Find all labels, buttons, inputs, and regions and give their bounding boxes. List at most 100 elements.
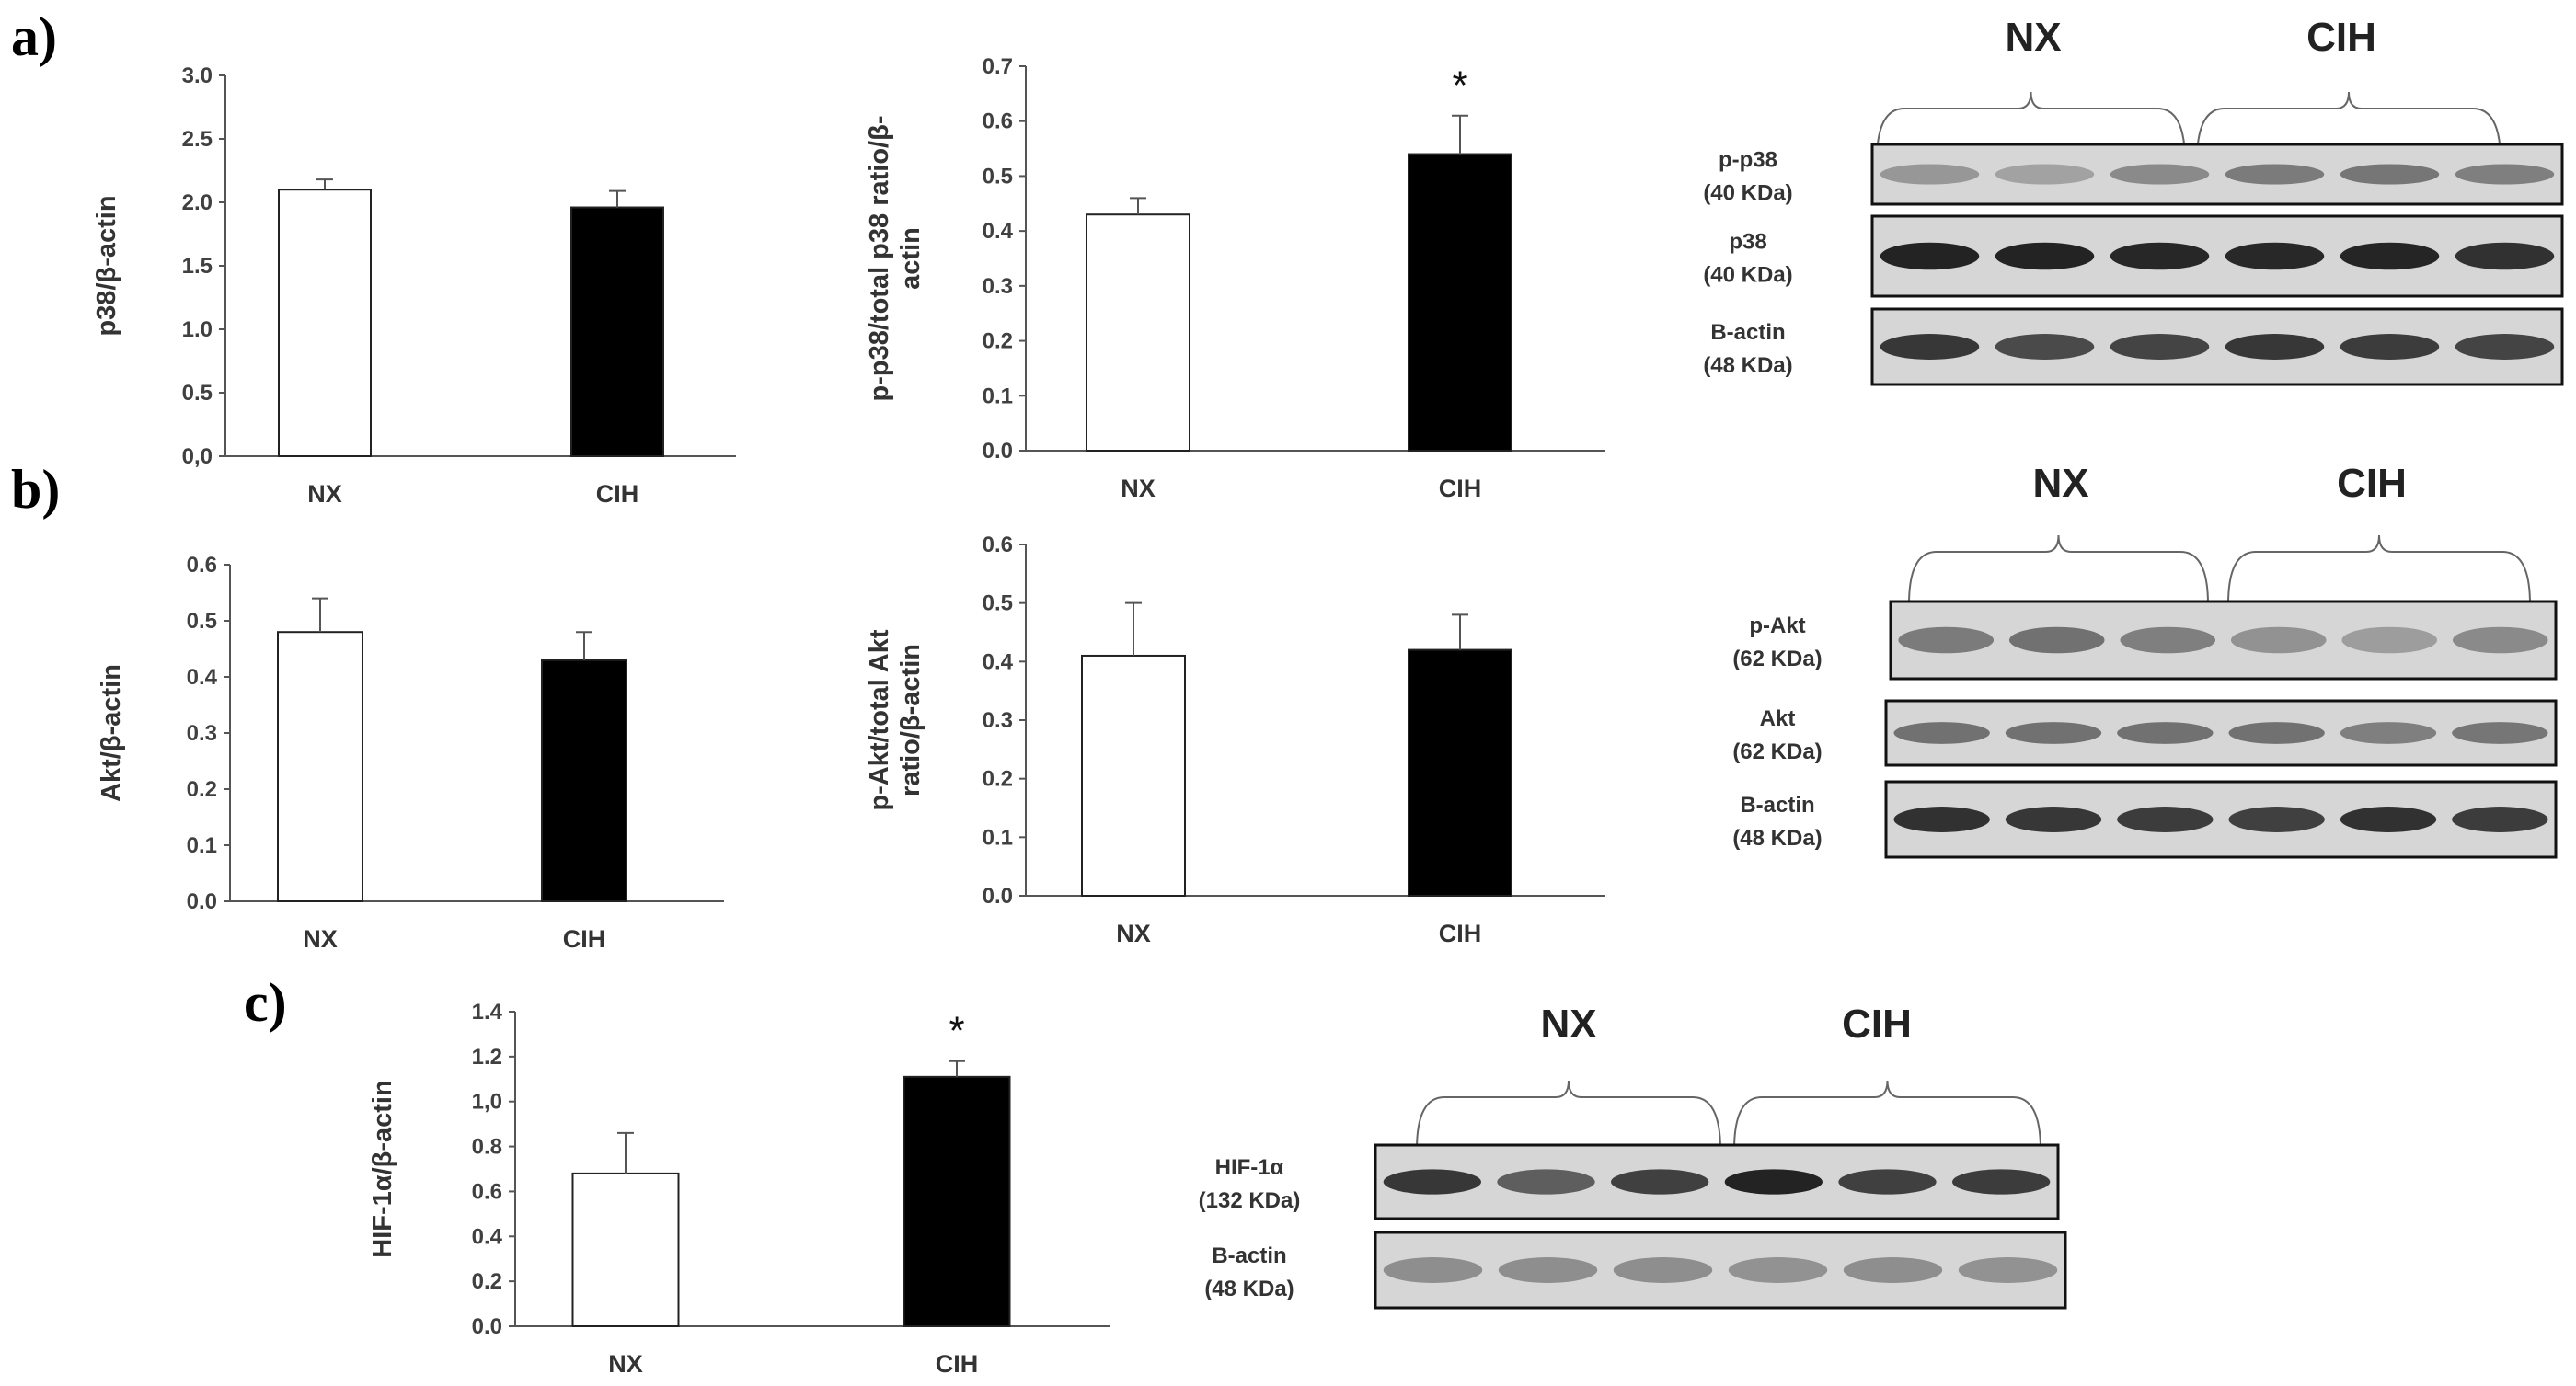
blot-band: [2340, 242, 2440, 270]
y-tick-label: 1.4: [472, 1000, 503, 1025]
category-label: CIH: [1439, 475, 1482, 502]
y-axis-label-line: ratio/β-actin: [896, 644, 926, 796]
blot-band: [2228, 722, 2325, 744]
category-label: NX: [307, 480, 342, 508]
blot-band: [1958, 1257, 2058, 1283]
blot-band: [2008, 626, 2105, 654]
blot-band: [1383, 1257, 1483, 1283]
blot-band: [2225, 242, 2325, 270]
blot-weight-label: (132 KDa): [1199, 1188, 1301, 1213]
blot-group-label: NX: [2032, 461, 2088, 506]
category-label: CIH: [596, 480, 639, 508]
y-tick-label: 0.0: [187, 889, 217, 914]
y-tick-label: 0.2: [983, 329, 1013, 354]
blot-band: [1880, 334, 1980, 360]
y-tick-label: 0.6: [472, 1179, 502, 1204]
blot-group-label: CIH: [2306, 15, 2376, 60]
y-tick-label: 0.2: [187, 777, 217, 802]
y-tick-label: 0,0: [182, 444, 213, 469]
group-brace: [1876, 91, 2186, 162]
blot-band: [2341, 626, 2438, 654]
group-brace: [1908, 534, 2209, 605]
significance-marker: *: [1452, 63, 1467, 109]
bar-chart-1: 0,0 0.5 1.0 1.5 2.0 2.5 3.0 NX CIH p38/β-actin: [92, 63, 736, 508]
blot-weight-label: (62 KDa): [1732, 739, 1822, 764]
blot-band: [1613, 1257, 1713, 1283]
y-axis-label: Akt/β-actin: [97, 664, 126, 802]
y-tick-label: 0.1: [187, 833, 217, 858]
bar-cih: [1408, 648, 1512, 897]
blot-band: [1838, 1169, 1937, 1195]
y-tick-label: 0.2: [983, 767, 1013, 792]
blot-weight-label: (62 KDa): [1732, 647, 1822, 671]
blot-band: [1497, 1169, 1595, 1195]
category-label: NX: [608, 1350, 643, 1378]
blot-band: [1880, 242, 1980, 270]
blot-protein-label: p-Akt: [1749, 613, 1805, 638]
blot-band: [1880, 164, 1980, 185]
blot-strip: [1870, 307, 2564, 386]
western-blot-b: NX CIH p-Akt (62 KDa) Akt (62 KDa) B-actin (48 …: [1732, 461, 2558, 859]
y-tick-label: 0.5: [983, 164, 1013, 189]
bar-cih: [903, 1075, 1011, 1328]
blot-band: [2452, 722, 2548, 744]
blot-band: [2340, 334, 2440, 360]
blot-band: [1951, 1169, 2051, 1195]
y-tick-label: 0.0: [472, 1314, 502, 1339]
blot-band: [2455, 334, 2555, 360]
blot-group-label: CIH: [1842, 1002, 1912, 1047]
western-blots: NX CIH p-p38 (40 KDa) p38 (40 KDa) B-actin (48 …: [1199, 15, 2564, 1310]
blot-band: [2225, 334, 2325, 360]
western-blot-a: NX CIH p-p38 (40 KDa) p38 (40 KDa) B-actin (48 …: [1703, 15, 2564, 386]
group-brace: [2196, 91, 2501, 162]
panel-label-a: a): [11, 6, 57, 67]
blot-band: [2110, 242, 2210, 270]
bar-chart-4: 0.0 0.1 0.2 0.3 0.4 0.5 0.6 NX CIH p-Akt/total Ak…: [865, 533, 1605, 947]
western-blot-c: NX CIH HIF-1α (132 KDa) B-actin (48 KDa): [1199, 1002, 2067, 1310]
bar-nx: [278, 189, 372, 457]
category-label: NX: [1116, 920, 1151, 947]
y-tick-label: 0.5: [983, 591, 1013, 616]
y-tick-label: 1.2: [472, 1045, 502, 1070]
blot-weight-label: (48 KDa): [1703, 353, 1792, 378]
bar-cih: [570, 206, 664, 458]
blot-strip: [1374, 1231, 2067, 1310]
y-tick-label: 1,0: [472, 1090, 502, 1115]
blot-band: [2228, 807, 2325, 832]
y-tick-label: 0.0: [983, 439, 1013, 464]
bar-nx: [277, 631, 363, 902]
y-tick-label: 0.5: [182, 381, 213, 406]
blot-group-label: NX: [1540, 1002, 1596, 1047]
blot-band: [2117, 722, 2214, 744]
y-tick-label: 0.4: [187, 665, 218, 690]
blot-band: [1898, 626, 1995, 654]
category-label: CIH: [936, 1350, 979, 1378]
blot-band: [2225, 164, 2325, 185]
y-tick-label: 0.6: [983, 533, 1013, 557]
blot-protein-label: Akt: [1760, 706, 1796, 731]
bar-chart-2: 0.0 0.1 0.2 0.3 0.4 0.5 0.6 0.7 NX CIH * p-p38/tota…: [865, 54, 1605, 502]
category-label: CIH: [563, 925, 606, 953]
blot-band: [2340, 722, 2437, 744]
bar-cih: [541, 659, 627, 902]
blot-band: [2455, 164, 2555, 185]
blot-weight-label: (40 KDa): [1703, 263, 1792, 288]
blot-band: [2110, 164, 2210, 185]
y-tick-label: 3.0: [182, 63, 213, 88]
y-tick-label: 0.2: [472, 1269, 502, 1294]
blot-group-label: CIH: [2337, 461, 2407, 506]
y-tick-label: 2.5: [182, 127, 213, 152]
blot-protein-label: HIF-1α: [1215, 1155, 1284, 1180]
category-label: NX: [303, 925, 338, 953]
blot-strip: [1870, 214, 2564, 298]
y-tick-label: 0.3: [983, 708, 1013, 733]
blot-strip: [1374, 1143, 2060, 1220]
blot-strip: [1870, 143, 2564, 206]
bar-chart-3: 0.0 0.1 0.2 0.3 0.4 0.5 0.6 NX CIH Akt/β-actin: [97, 553, 724, 953]
y-tick-label: 0.3: [187, 721, 217, 746]
y-tick-label: 1.0: [182, 317, 213, 342]
blot-band: [2120, 626, 2216, 654]
y-tick-label: 0.6: [187, 553, 217, 578]
group-brace: [2227, 534, 2531, 605]
